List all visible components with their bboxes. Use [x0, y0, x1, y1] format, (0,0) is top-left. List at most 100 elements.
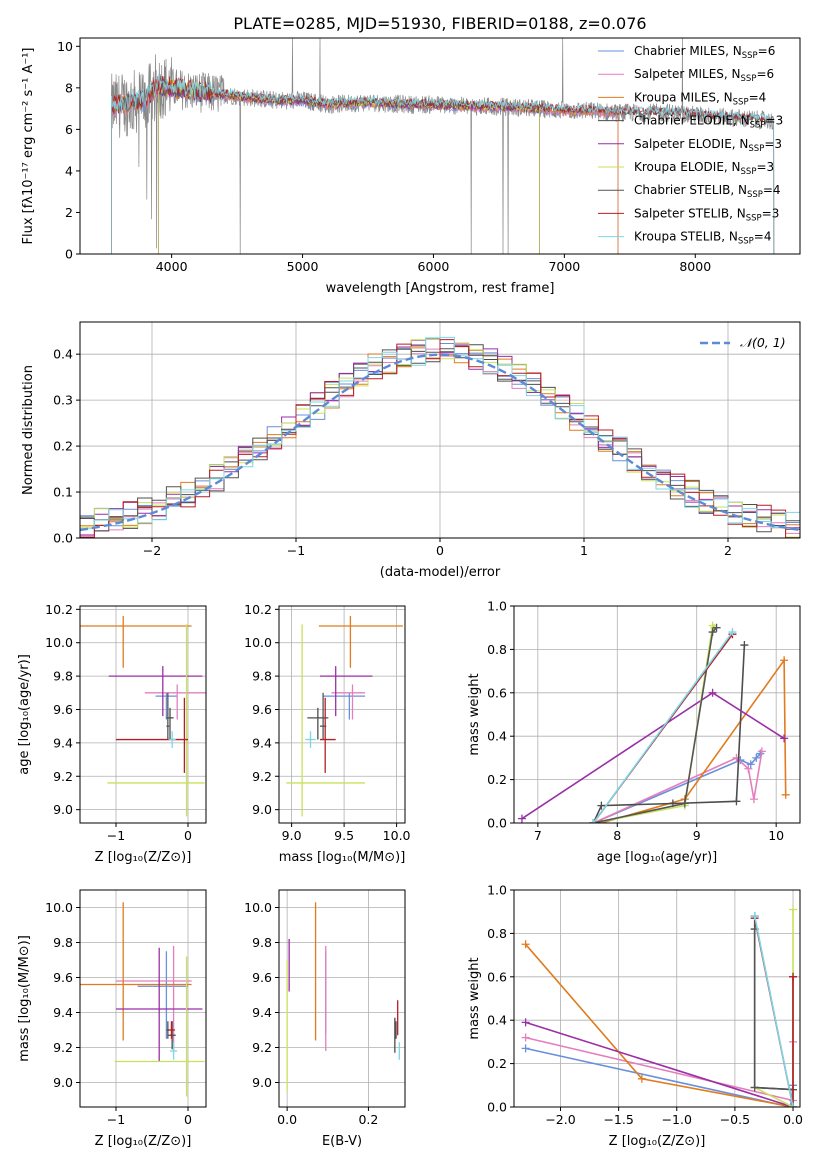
y-tick-label: 0.1	[53, 485, 73, 500]
mass-weight-marker	[789, 905, 798, 914]
mass-weight-marker	[732, 797, 741, 806]
axes-frame	[513, 889, 801, 1108]
mass-weight-marker	[780, 656, 789, 665]
mass-weight-marker	[680, 799, 689, 808]
y-tick-label: 9.8	[53, 669, 73, 684]
y-tick-label: 10.0	[244, 635, 272, 650]
legend-subscript: SSP	[738, 237, 754, 247]
mass-weight-marker	[521, 1044, 530, 1053]
legend-suffix: =3	[766, 114, 784, 128]
legend-text: Salpeter MILES, N	[634, 67, 741, 81]
legend-subscript: SSP	[747, 190, 763, 200]
x-tick-label: 9.0	[282, 828, 302, 843]
x-tick-label: −2.0	[545, 1112, 575, 1127]
mass-weight-marker	[746, 760, 755, 769]
figure-title: PLATE=0285, MJD=51930, FIBERID=0188, z=0…	[233, 14, 646, 33]
y-tick-label: 9.6	[53, 702, 73, 717]
x-axis-label: wavelength [Angstrom, rest frame]	[326, 281, 555, 296]
mass-weight-series	[593, 623, 715, 823]
plot-area	[80, 902, 205, 1097]
mass-weight-marker	[757, 747, 766, 756]
y-tick-label: 10.0	[244, 900, 272, 915]
y-tick-label: 1.0	[487, 883, 507, 898]
legend-suffix: =4	[763, 183, 781, 197]
x-tick-label: 0	[184, 828, 192, 843]
axes-frame	[278, 889, 406, 1108]
x-tick-label: −1	[107, 1112, 125, 1127]
y-axis-label: age [log₁₀(age/yr)]	[17, 654, 32, 775]
x-tick-label: −1.5	[603, 1112, 633, 1127]
mass-weight-marker	[517, 814, 526, 823]
legend-suffix: =4	[749, 90, 767, 104]
gaussian-curve	[80, 353, 800, 532]
legend-text: Salpeter ELODIE, N	[634, 137, 748, 151]
mass-weight-marker	[786, 1103, 795, 1107]
x-tick-label: −0.5	[720, 1112, 750, 1127]
legend-text: Kroupa MILES, N	[634, 90, 733, 104]
x-tick-label: 9.5	[334, 828, 354, 843]
y-tick-label: 9.2	[252, 769, 272, 784]
y-tick-label: 9.4	[53, 1005, 73, 1020]
y-tick-label: 0.4	[53, 347, 73, 362]
y-tick-label: 9.2	[252, 1040, 272, 1055]
x-tick-label: 4000	[156, 259, 188, 274]
mass-weight-marker	[728, 628, 737, 637]
y-tick-label: 0.6	[487, 685, 507, 700]
y-tick-label: 0.2	[53, 439, 73, 454]
histogram-series	[80, 336, 800, 538]
plot-area	[286, 902, 400, 1092]
y-tick-label: 10	[57, 39, 73, 54]
y-tick-label: 0.0	[487, 816, 507, 831]
legend-entry: 𝒩(0, 1)	[740, 335, 786, 350]
mass-weight-marker	[789, 1103, 798, 1107]
mass-weight-marker	[744, 764, 753, 773]
legend-subscript: SSP	[742, 51, 758, 61]
mass-weight-marker	[708, 628, 717, 637]
y-tick-label: 0.2	[487, 772, 507, 787]
y-tick-label: 9.0	[252, 802, 272, 817]
x-tick-label: 7000	[548, 259, 580, 274]
x-tick-label: 0.2	[358, 1112, 378, 1127]
x-tick-label: −2	[143, 543, 161, 558]
legend-subscript: SSP	[741, 167, 757, 177]
y-tick-label: 9.8	[252, 935, 272, 950]
legend-suffix: =3	[762, 206, 780, 220]
y-tick-label: 8	[65, 80, 73, 95]
mass-weight-series	[753, 915, 794, 1107]
x-tick-label: 2	[724, 543, 732, 558]
x-tick-label: 8	[613, 828, 621, 843]
y-tick-label: 9.0	[252, 1075, 272, 1090]
legend-subscript: SSP	[741, 74, 757, 84]
y-axis-label: mass [log₁₀(M/M⊙)]	[17, 935, 32, 1062]
legend-entry: Chabrier MILES, NSSP=6	[634, 44, 775, 61]
mass-weight-series	[525, 1036, 794, 1102]
legend-suffix: =3	[764, 137, 782, 151]
y-tick-label: 9.4	[252, 1005, 272, 1020]
x-tick-label: −1	[107, 828, 125, 843]
y-tick-label: 9.6	[252, 970, 272, 985]
mass-weight-marker	[750, 912, 759, 921]
model-spectrum-line	[111, 76, 775, 254]
mass-weight-marker	[708, 688, 717, 697]
y-tick-label: 0.0	[53, 531, 73, 546]
mass-weight-marker	[789, 972, 798, 981]
mass-weight-marker	[712, 623, 721, 632]
y-axis-label: mass weight	[467, 673, 482, 755]
mass-weight-marker	[749, 795, 758, 804]
legend-text: Salpeter STELIB, N	[634, 206, 746, 220]
axes-frame	[79, 605, 207, 824]
y-tick-label: 0.8	[487, 642, 507, 657]
axes-frame	[79, 889, 207, 1108]
mass-weight-marker	[521, 1033, 530, 1042]
mass-weight-series	[593, 627, 718, 823]
y-tick-label: 0.2	[487, 1056, 507, 1071]
x-tick-label: 6000	[418, 259, 450, 274]
y-axis-label: Flux [fλ10⁻¹⁷ erg cm⁻² s⁻¹ A⁻¹]	[21, 48, 36, 245]
x-tick-label: 7	[534, 828, 542, 843]
legend-entry: Kroupa MILES, NSSP=4	[634, 90, 766, 107]
legend-subscript: SSP	[750, 121, 766, 131]
x-axis-label: age [log₁₀(age/yr)]	[597, 850, 718, 865]
x-axis-label: E(B-V)	[322, 1134, 362, 1149]
mass-weight-marker	[597, 819, 606, 823]
observed-spectrum-line	[111, 38, 774, 254]
